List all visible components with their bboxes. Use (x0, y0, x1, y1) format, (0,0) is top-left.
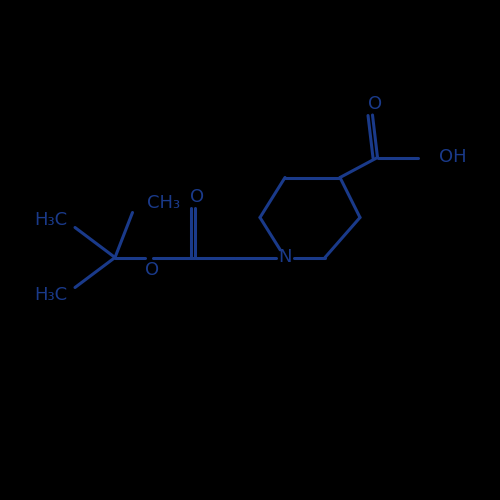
Text: O: O (368, 95, 382, 113)
Text: O: O (146, 261, 160, 279)
Text: H₃C: H₃C (34, 211, 68, 229)
Text: N: N (278, 248, 292, 266)
Text: OH: OH (438, 148, 466, 166)
Text: CH₃: CH₃ (148, 194, 180, 212)
Text: O: O (190, 188, 204, 206)
Text: H₃C: H₃C (34, 286, 68, 304)
